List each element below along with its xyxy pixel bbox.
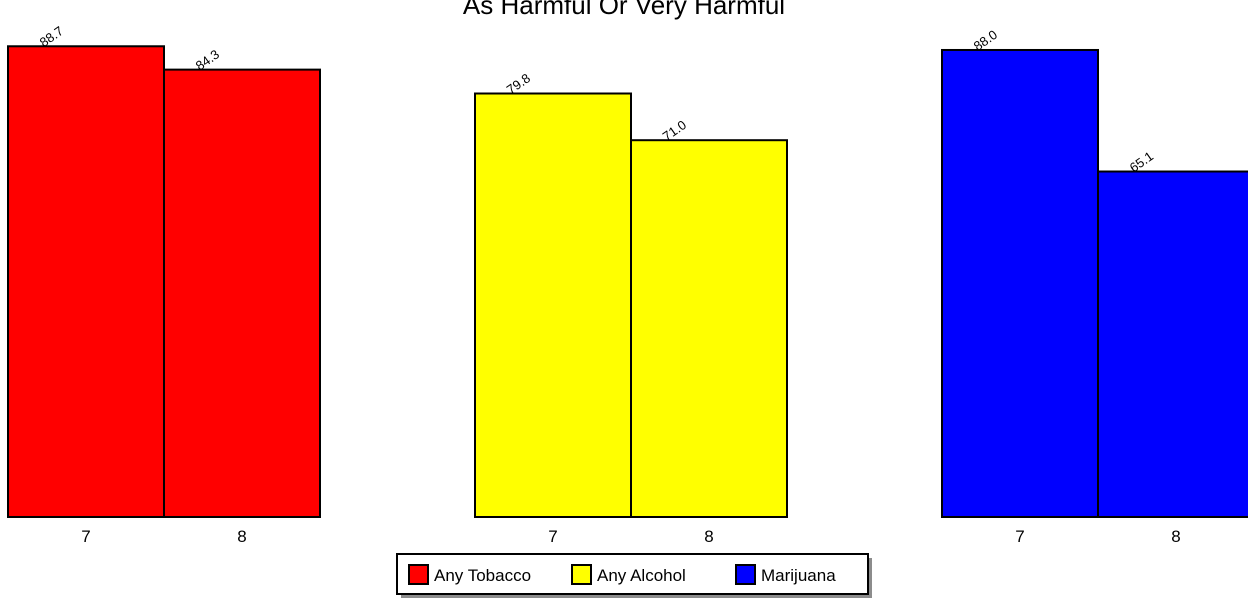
legend-swatch-marijuana <box>735 564 756 585</box>
legend: Any Tobacco Any Alcohol Marijuana <box>396 553 872 598</box>
tick-labels: 7 8 7 8 7 8 <box>81 527 1180 546</box>
bar-any-tobacco-grade-8 <box>163 68 321 518</box>
legend-label-any-tobacco: Any Tobacco <box>434 566 531 585</box>
tick-label-any-alcohol-grade-8: 8 <box>704 527 713 546</box>
bar-marijuana-grade-8 <box>1097 170 1248 518</box>
tick-label-any-tobacco-grade-8: 8 <box>237 527 246 546</box>
legend-box <box>396 553 869 595</box>
legend-swatch-any-tobacco <box>408 564 429 585</box>
tick-label-any-alcohol-grade-7: 7 <box>548 527 557 546</box>
bar-any-alcohol-grade-8 <box>630 139 788 518</box>
tick-label-marijuana-grade-7: 7 <box>1015 527 1024 546</box>
bar-marijuana-grade-7 <box>941 48 1099 518</box>
legend-swatch-any-alcohol <box>571 564 592 585</box>
bar-any-alcohol-grade-7 <box>474 92 632 518</box>
bar-any-tobacco-grade-7 <box>7 45 165 518</box>
tick-label-marijuana-grade-8: 8 <box>1171 527 1180 546</box>
tick-label-any-tobacco-grade-7: 7 <box>81 527 90 546</box>
bars-layer <box>7 45 1248 518</box>
legend-label-any-alcohol: Any Alcohol <box>597 566 686 585</box>
legend-label-marijuana: Marijuana <box>761 566 836 585</box>
chart-title: As Harmful Or Very Harmful <box>463 0 785 20</box>
